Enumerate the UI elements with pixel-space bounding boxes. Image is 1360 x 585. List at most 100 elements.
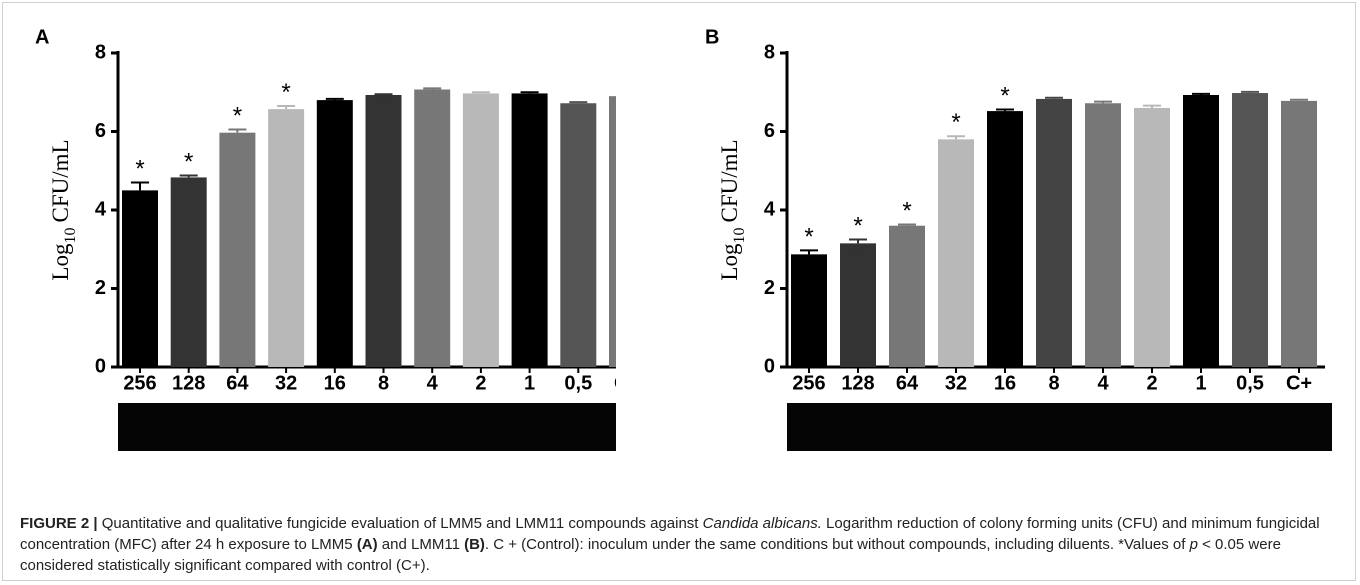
- x-tick-label: 1: [1195, 372, 1206, 394]
- significance-marker: *: [135, 156, 144, 183]
- error-bar: [1241, 90, 1259, 96]
- error-bar: [179, 174, 198, 181]
- bar: [1183, 94, 1219, 367]
- bar: [365, 94, 402, 367]
- x-tick-label: 1: [524, 372, 535, 394]
- x-tick-label: 8: [378, 372, 389, 394]
- significance-marker: *: [902, 198, 911, 225]
- bar: [1281, 100, 1317, 367]
- bar: [316, 100, 353, 367]
- panel-label: A: [35, 26, 49, 48]
- x-tick-label: C+: [1286, 372, 1312, 394]
- chart: 256*128*64*32*16 8 4 2 1 0,5 C+ 256*128*64*32*…: [35, 26, 1332, 451]
- y-tick-label: 0: [95, 355, 106, 377]
- y-tick-label: 6: [95, 120, 106, 142]
- significance-marker: *: [281, 79, 290, 106]
- bar: [560, 103, 597, 368]
- error-bar: [277, 104, 296, 114]
- significance-marker: *: [184, 148, 193, 175]
- y-tick-label: 4: [764, 198, 776, 220]
- x-tick-label: 32: [275, 372, 297, 394]
- error-bar: [1143, 104, 1161, 112]
- error-bar: [325, 97, 344, 103]
- error-bar: [471, 91, 490, 96]
- significance-marker: *: [804, 223, 813, 250]
- bar: [414, 89, 451, 367]
- error-bar: [1290, 98, 1308, 104]
- error-bar: [131, 181, 149, 200]
- bar: [462, 93, 499, 368]
- significance-marker: *: [853, 212, 862, 239]
- y-tick-label: 0: [764, 355, 775, 377]
- bar: [1085, 103, 1121, 368]
- x-tick-label: 2: [1146, 372, 1157, 394]
- y-axis-label-part: Log: [48, 243, 73, 281]
- bar: [122, 190, 158, 367]
- bar: [1134, 107, 1170, 367]
- x-tick-label: 2: [475, 372, 486, 394]
- error-bar: [800, 249, 818, 260]
- y-tick-label: 8: [764, 41, 775, 63]
- y-axis-label: Log10 CFU/mL: [48, 139, 79, 280]
- panel: 256 * 128 * 64 * 32 * 16 8 4 2 1 0,5 C+: [118, 79, 640, 442]
- bar: [889, 225, 925, 367]
- x-tick-label: 4: [427, 372, 439, 394]
- y-tick-label: 2: [95, 277, 106, 299]
- caption-text: p: [1189, 536, 1198, 553]
- caption-text: . C + (Control): inoculum under the same…: [484, 536, 1190, 553]
- y-axis-label-part: CFU/mL: [717, 139, 742, 222]
- caption-text: Candida albicans.: [702, 515, 822, 532]
- spot-strip: [118, 403, 616, 451]
- significance-marker: *: [951, 109, 960, 136]
- error-bar: [520, 91, 539, 96]
- caption-text: Quantitative and qualitative fungicide e…: [97, 515, 703, 532]
- bar: [987, 111, 1023, 367]
- panel-label: B: [705, 26, 719, 48]
- x-tick-label: 256: [123, 372, 156, 394]
- y-axis-label-part: 10: [731, 228, 748, 244]
- spot-strip: [787, 403, 1332, 451]
- bar: [791, 254, 827, 367]
- x-tick-label: 0,5: [564, 372, 592, 394]
- error-bar: [898, 223, 916, 228]
- y-tick-label: 6: [764, 120, 775, 142]
- error-bar: [618, 95, 636, 97]
- caption-text: Logarithm reduction of colony forming un…: [20, 515, 1320, 553]
- caption-text: and LMM11: [377, 536, 465, 553]
- panel: 256 * 128 * 64 * 32 * 16 * 8 4 2 1 0,5 C+: [787, 83, 1325, 442]
- x-tick-label: 4: [1097, 372, 1109, 394]
- x-tick-label: 16: [994, 372, 1016, 394]
- bar: [170, 177, 207, 367]
- y-axis-label: Log10 CFU/mL: [717, 139, 748, 280]
- error-bar: [374, 93, 393, 97]
- bar: [840, 243, 876, 367]
- error-bar: [569, 101, 588, 106]
- error-bar: [1045, 96, 1063, 102]
- y-axis-label-part: CFU/mL: [48, 139, 73, 222]
- error-bar: [423, 87, 442, 92]
- error-bar: [1094, 100, 1112, 106]
- bar: [1036, 98, 1072, 368]
- x-tick-label: 128: [841, 372, 874, 394]
- caption-text: (A): [356, 536, 378, 553]
- x-tick-label: 16: [324, 372, 346, 394]
- x-tick-label: 64: [226, 372, 249, 394]
- x-tick-label: C+: [614, 372, 640, 394]
- x-tick-label: 8: [1048, 372, 1059, 394]
- significance-marker: *: [1000, 83, 1009, 110]
- caption-text: < 0.05 were considered statistically sig…: [20, 536, 1281, 574]
- error-bar: [947, 135, 965, 144]
- y-axis-label-part: Log: [717, 243, 742, 281]
- y-tick-label: 2: [764, 277, 775, 299]
- bar: [219, 132, 256, 367]
- x-tick-label: 64: [896, 372, 919, 394]
- error-bar: [1192, 92, 1210, 98]
- x-tick-label: 32: [945, 372, 967, 394]
- error-bar: [849, 238, 867, 249]
- caption: FIGURE 2 | Quantitative and qualitative …: [20, 513, 1340, 576]
- bar: [938, 139, 974, 367]
- y-axis-label-part: 10: [62, 228, 79, 244]
- significance-marker: *: [233, 103, 242, 130]
- caption-label: FIGURE 2 |: [20, 515, 98, 532]
